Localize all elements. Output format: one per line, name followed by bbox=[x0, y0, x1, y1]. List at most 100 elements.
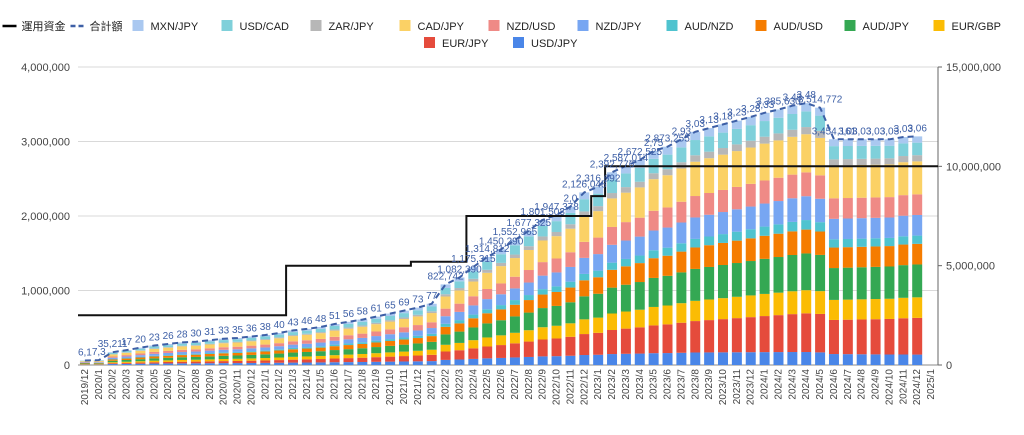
bar-segment-usd-cad bbox=[343, 324, 353, 328]
bar-segment-aud-nzd bbox=[205, 353, 215, 354]
legend-label: MXN/JPY bbox=[151, 21, 199, 33]
bar-segment-usd-cad bbox=[357, 322, 367, 326]
bar-segment-eur-gbp bbox=[593, 318, 603, 333]
x-axis-tick-label: 2024/2 bbox=[773, 369, 784, 400]
bar-segment-zar-jpy bbox=[524, 246, 534, 250]
bar-segment-aud-nzd bbox=[690, 239, 700, 248]
bar-segment-aud-usd bbox=[773, 234, 783, 257]
bar-segment-aud-usd bbox=[163, 356, 173, 358]
bar-segment-zar-jpy bbox=[219, 342, 229, 343]
bar-segment-aud-jpy bbox=[177, 357, 187, 360]
bar-segment-cad-jpy bbox=[413, 316, 423, 325]
x-axis-tick-label: 2020/9 bbox=[205, 369, 216, 400]
total-data-label: 38 bbox=[260, 322, 272, 333]
bar-segment-aud-jpy bbox=[552, 306, 562, 326]
bar-segment-usd-jpy bbox=[524, 357, 534, 365]
bar-segment-aud-nzd bbox=[288, 348, 298, 349]
x-axis-tick-label: 2021/11 bbox=[399, 369, 410, 405]
legend-swatch bbox=[756, 20, 767, 31]
bar-segment-cad-jpy bbox=[219, 343, 229, 347]
bar-segment-cad-jpy bbox=[274, 338, 284, 343]
bar-segment-zar-jpy bbox=[302, 334, 312, 335]
bar-segment-aud-jpy bbox=[288, 353, 298, 357]
bar-segment-aud-usd bbox=[399, 340, 409, 345]
bar-segment-eur-gbp bbox=[843, 300, 853, 320]
bar-segment-zar-jpy bbox=[468, 279, 478, 282]
right-axis-tick-label: 15,000,000 bbox=[946, 62, 1001, 74]
bar-segment-nzd-usd bbox=[829, 198, 839, 219]
bar-segment-aud-nzd bbox=[649, 250, 659, 258]
legend-label: NZD/USD bbox=[507, 21, 556, 33]
bar-segment-aud-jpy bbox=[871, 267, 881, 299]
bar-segment-aud-jpy bbox=[149, 358, 159, 360]
bar-segment-usd-jpy bbox=[607, 354, 617, 365]
bar-segment-nzd-usd bbox=[663, 207, 673, 227]
bar-segment-nzd-usd bbox=[607, 227, 617, 245]
x-axis-tick-label: 2022/1 bbox=[427, 369, 438, 400]
bar-segment-usd-jpy bbox=[510, 357, 520, 365]
bar-segment-cad-jpy bbox=[663, 175, 673, 207]
bar-segment-usd-cad bbox=[177, 344, 187, 346]
bar-segment-nzd-jpy bbox=[676, 223, 686, 244]
bar-segment-eur-gbp bbox=[288, 357, 298, 360]
bar-segment-nzd-jpy bbox=[496, 294, 506, 305]
bar-segment-aud-usd bbox=[468, 318, 478, 327]
bar-segment-nzd-usd bbox=[122, 355, 132, 356]
bar-segment-usd-cad bbox=[302, 331, 312, 334]
bar-segment-usd-jpy bbox=[191, 363, 201, 365]
bar-segment-usd-jpy bbox=[884, 354, 894, 365]
bar-segment-zar-jpy bbox=[593, 206, 603, 211]
bar-segment-eur-jpy bbox=[607, 330, 617, 354]
bar-segment-eur-jpy bbox=[760, 316, 770, 352]
bar-segment-eur-gbp bbox=[690, 301, 700, 321]
total-data-label: 77 bbox=[426, 291, 438, 302]
bar-segment-nzd-usd bbox=[552, 258, 562, 272]
x-axis-tick-label: 2019/12 bbox=[80, 369, 91, 406]
bar-segment-usd-cad bbox=[330, 326, 340, 329]
bar-segment-eur-jpy bbox=[108, 363, 118, 364]
bar-segment-usd-jpy bbox=[718, 352, 728, 365]
bar-segment-nzd-usd bbox=[233, 347, 243, 350]
x-axis-tick-label: 2023/10 bbox=[718, 369, 729, 406]
bar-segment-zar-jpy bbox=[607, 193, 617, 198]
legend-swatch bbox=[133, 20, 144, 31]
bar-segment-cad-jpy bbox=[732, 151, 742, 187]
bar-segment-nzd-usd bbox=[316, 339, 326, 343]
bar-segment-usd-jpy bbox=[649, 353, 659, 365]
bar-segment-zar-jpy bbox=[829, 159, 839, 165]
bar-segment-aud-jpy bbox=[510, 316, 520, 332]
total-data-label: 65 bbox=[385, 301, 397, 312]
bar-segment-nzd-jpy bbox=[565, 267, 575, 282]
bar-segment-eur-jpy bbox=[538, 339, 548, 356]
x-axis-tick-label: 2023/6 bbox=[663, 369, 674, 400]
x-axis-tick-label: 2020/7 bbox=[177, 369, 188, 400]
bar-segment-aud-usd bbox=[732, 241, 742, 263]
bar-segment-aud-jpy bbox=[399, 345, 409, 352]
bar-segment-aud-usd bbox=[801, 230, 811, 254]
bar-segment-aud-jpy bbox=[468, 327, 478, 340]
bar-segment-zar-jpy bbox=[246, 340, 256, 341]
bar-segment-eur-gbp bbox=[260, 358, 270, 360]
bar-segment-eur-jpy bbox=[385, 357, 395, 362]
bar-segment-cad-jpy bbox=[302, 335, 312, 341]
bar-segment-aud-nzd bbox=[385, 339, 395, 341]
bar-segment-aud-usd bbox=[690, 247, 700, 268]
bar-segment-aud-jpy bbox=[357, 348, 367, 354]
bar-segment-cad-jpy bbox=[718, 155, 728, 190]
legend-swatch bbox=[845, 20, 856, 31]
bar-segment-eur-gbp bbox=[871, 299, 881, 319]
bar-segment-usd-cad bbox=[732, 129, 742, 144]
bar-segment-aud-usd bbox=[135, 357, 145, 359]
bar-segment-eur-gbp bbox=[274, 358, 284, 361]
bar-segment-usd-jpy bbox=[482, 358, 492, 365]
bar-segment-eur-jpy bbox=[510, 343, 520, 357]
bar-segment-aud-jpy bbox=[496, 320, 506, 335]
bar-segment-aud-jpy bbox=[260, 354, 270, 358]
bar-segment-aud-nzd bbox=[343, 343, 353, 345]
bar-segment-nzd-usd bbox=[621, 222, 631, 240]
bar-segment-zar-jpy bbox=[565, 224, 575, 228]
bar-segment-nzd-jpy bbox=[274, 346, 284, 349]
bar-segment-cad-jpy bbox=[149, 349, 159, 352]
bar-segment-aud-nzd bbox=[760, 227, 770, 236]
bar-segment-usd-cad bbox=[843, 146, 853, 159]
